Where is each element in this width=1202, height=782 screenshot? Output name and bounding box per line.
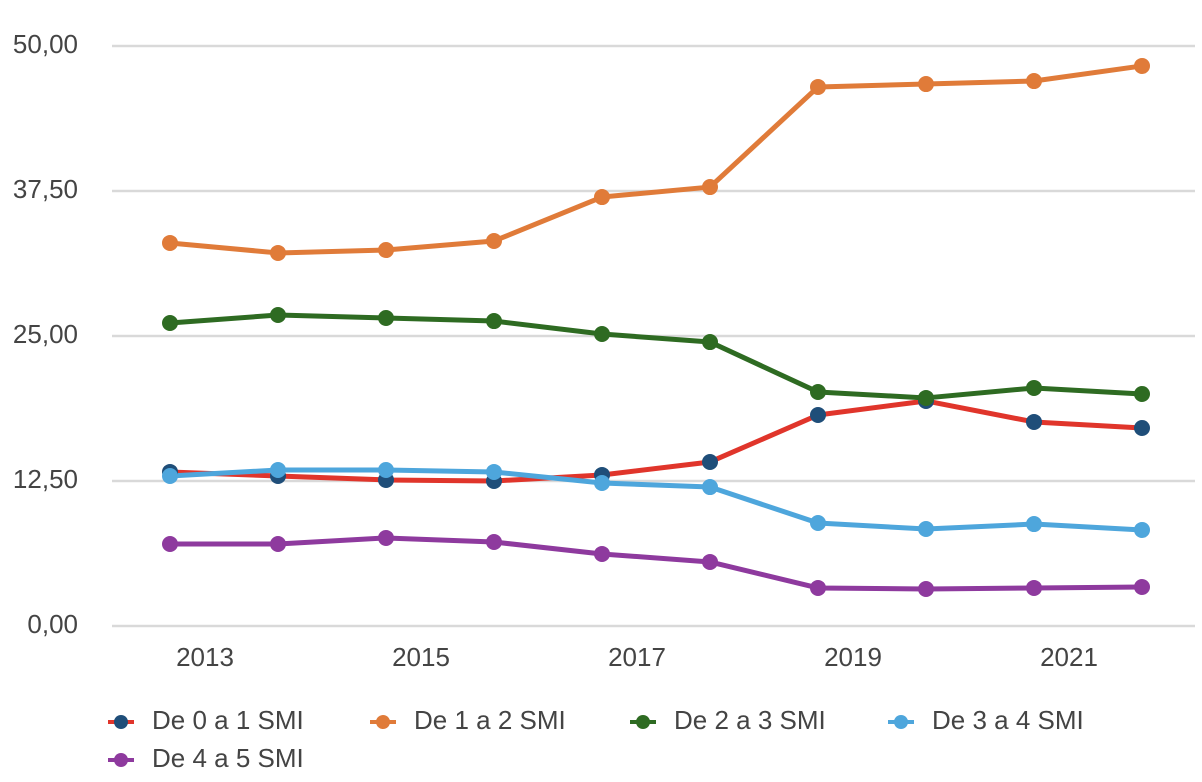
y-tick-label: 12,50 xyxy=(13,464,78,494)
legend-label: De 0 a 1 SMI xyxy=(152,705,304,735)
data-point xyxy=(702,479,718,496)
data-point xyxy=(810,514,826,531)
data-point xyxy=(1026,413,1042,430)
data-point xyxy=(486,313,502,330)
legend-marker xyxy=(894,715,908,729)
data-point xyxy=(810,384,826,401)
x-tick-label: 2013 xyxy=(176,642,234,672)
data-point xyxy=(702,453,718,470)
data-point xyxy=(378,310,394,327)
data-point xyxy=(810,406,826,423)
data-point xyxy=(594,474,610,491)
data-point xyxy=(1134,579,1150,596)
legend-marker xyxy=(376,715,390,729)
series-line xyxy=(169,312,1143,401)
legend-marker xyxy=(114,753,128,767)
data-point xyxy=(378,461,394,478)
data-point xyxy=(378,529,394,546)
data-point xyxy=(486,232,502,249)
legend-label: De 1 a 2 SMI xyxy=(414,705,566,735)
data-point xyxy=(594,545,610,562)
data-point xyxy=(810,579,826,596)
data-point xyxy=(486,463,502,480)
data-point xyxy=(1026,516,1042,533)
data-point xyxy=(162,234,178,251)
data-point xyxy=(162,468,178,485)
data-point xyxy=(486,534,502,551)
data-point xyxy=(918,389,934,406)
series-line xyxy=(169,398,1143,484)
data-point xyxy=(378,242,394,259)
data-point xyxy=(702,553,718,570)
data-point xyxy=(918,76,934,93)
legend-label: De 4 a 5 SMI xyxy=(152,743,304,773)
y-tick-label: 37,50 xyxy=(13,174,78,204)
x-tick-label: 2021 xyxy=(1040,642,1098,672)
legend-label: De 3 a 4 SMI xyxy=(932,705,1084,735)
x-tick-label: 2015 xyxy=(392,642,450,672)
data-point xyxy=(1134,419,1150,436)
data-point xyxy=(594,326,610,343)
x-tick-label: 2019 xyxy=(824,642,882,672)
legend-label: De 2 a 3 SMI xyxy=(674,705,826,735)
x-tick-label: 2017 xyxy=(608,642,666,672)
data-point xyxy=(1134,386,1150,402)
data-point xyxy=(162,535,178,552)
y-tick-label: 25,00 xyxy=(13,319,78,349)
data-point xyxy=(1026,379,1042,396)
series-line xyxy=(169,467,1143,533)
data-point xyxy=(1134,57,1150,74)
data-point xyxy=(162,315,178,332)
data-point xyxy=(270,307,286,324)
data-point xyxy=(594,189,610,206)
data-point xyxy=(918,580,934,597)
data-point xyxy=(1026,73,1042,90)
data-point xyxy=(810,78,826,95)
data-point xyxy=(702,179,718,196)
y-tick-label: 50,00 xyxy=(13,29,78,59)
legend-marker xyxy=(636,715,650,729)
data-point xyxy=(270,461,286,478)
y-tick-label: 0,00 xyxy=(27,609,78,639)
data-point xyxy=(702,334,718,351)
data-point xyxy=(270,244,286,261)
series-line xyxy=(170,535,1143,592)
data-point xyxy=(1134,521,1150,538)
legend-marker xyxy=(114,715,128,729)
series-line xyxy=(169,63,1143,256)
data-point xyxy=(270,535,286,552)
data-point xyxy=(1026,579,1042,596)
data-point xyxy=(918,521,934,538)
